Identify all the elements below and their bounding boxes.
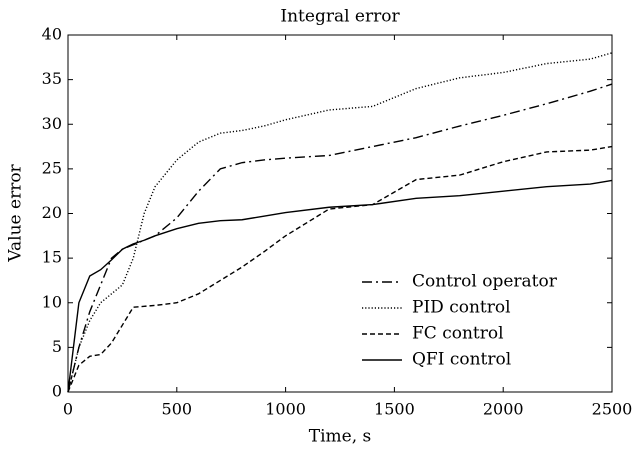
y-tick-label: 20 [42, 203, 62, 222]
x-tick-label: 1000 [265, 400, 306, 419]
chart-title: Integral error [280, 7, 400, 27]
y-tick-label: 30 [42, 114, 62, 133]
x-tick-label: 2000 [483, 400, 524, 419]
legend-label: PID control [412, 298, 511, 318]
x-tick-label: 500 [162, 400, 193, 419]
y-tick-label: 15 [42, 248, 62, 267]
legend-label: FC control [412, 324, 504, 344]
plot-frame [67, 34, 613, 393]
series-line [67, 83, 613, 393]
x-tick-label: 2500 [592, 400, 633, 419]
y-tick-label: 40 [42, 25, 62, 44]
x-tick-label: 1500 [374, 400, 415, 419]
legend-label: QFI control [412, 350, 511, 370]
legend-label: Control operator [412, 272, 558, 292]
y-tick-label: 5 [52, 337, 62, 356]
series-line [67, 179, 613, 393]
y-axis-label: Value error [6, 163, 26, 262]
x-axis-label: Time, s [309, 427, 372, 447]
y-tick-label: 35 [42, 69, 62, 88]
series-line [67, 145, 613, 393]
y-tick-label: 25 [42, 158, 62, 177]
y-tick-label: 10 [42, 292, 62, 311]
y-tick-label: 0 [52, 382, 62, 401]
series-line [67, 52, 613, 393]
x-tick-label: 0 [63, 400, 73, 419]
